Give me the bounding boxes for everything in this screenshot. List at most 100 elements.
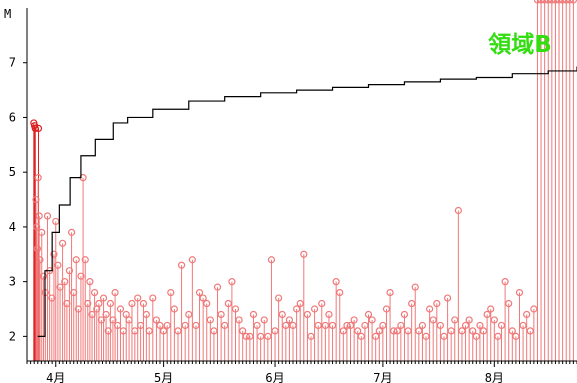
event-marker-166 bbox=[544, 0, 552, 4]
event-marker-116 bbox=[364, 310, 373, 319]
event-marker-99 bbox=[303, 310, 311, 319]
event-marker-38 bbox=[99, 294, 108, 302]
event-marker-102 bbox=[314, 321, 322, 330]
event-marker-114 bbox=[357, 332, 365, 340]
event-marker-56 bbox=[149, 294, 157, 302]
event-marker-77 bbox=[224, 299, 232, 308]
event-marker-168 bbox=[551, 0, 560, 4]
x-tick-label-1: 5月 bbox=[154, 371, 173, 383]
event-marker-23 bbox=[65, 267, 74, 275]
event-marker-138 bbox=[443, 294, 452, 302]
y-axis-ticks: 2 3 4 5 6 7 bbox=[9, 56, 27, 343]
cumulative-curve bbox=[37, 66, 577, 337]
event-marker-37 bbox=[97, 316, 106, 324]
event-marker-144 bbox=[465, 316, 473, 324]
event-marker-119 bbox=[375, 327, 383, 335]
x-axis-ticks: 4月 5月 6月 7月 8月 bbox=[26, 361, 577, 383]
event-marker-95 bbox=[289, 321, 297, 330]
event-marker-83 bbox=[246, 332, 254, 340]
event-marker-139 bbox=[447, 327, 455, 335]
event-marker-61 bbox=[167, 288, 175, 297]
y-tick-label-5: 7 bbox=[9, 56, 16, 70]
event-marker-146 bbox=[472, 332, 480, 340]
event-marker-70 bbox=[199, 294, 207, 302]
event-marker-40 bbox=[104, 327, 112, 335]
event-marker-76 bbox=[221, 321, 229, 330]
event-marker-21 bbox=[61, 278, 69, 286]
event-marker-105 bbox=[325, 310, 333, 319]
event-marker-78 bbox=[228, 278, 236, 286]
x-tick-label-4: 8月 bbox=[485, 371, 504, 383]
event-marker-132 bbox=[422, 332, 430, 340]
event-marker-81 bbox=[239, 327, 247, 335]
event-marker-27 bbox=[74, 305, 83, 313]
event-marker-140 bbox=[451, 316, 459, 324]
event-marker-67 bbox=[188, 256, 196, 264]
event-marker-86 bbox=[257, 332, 265, 340]
event-marker-45 bbox=[116, 305, 125, 313]
event-marker-2 bbox=[31, 124, 39, 133]
event-marker-79 bbox=[231, 305, 240, 313]
event-marker-25 bbox=[70, 288, 78, 297]
event-marker-113 bbox=[354, 327, 362, 335]
event-marker-92 bbox=[278, 310, 286, 319]
event-marker-72 bbox=[206, 316, 214, 324]
event-marker-157 bbox=[512, 332, 520, 340]
event-marker-82 bbox=[242, 332, 250, 340]
event-marker-75 bbox=[217, 310, 225, 319]
event-marker-57 bbox=[152, 316, 161, 324]
event-marker-160 bbox=[523, 310, 531, 319]
event-marker-42 bbox=[109, 316, 117, 324]
event-marker-149 bbox=[483, 310, 491, 319]
event-marker-5 bbox=[33, 223, 41, 231]
event-marker-10 bbox=[38, 228, 46, 236]
event-marker-31 bbox=[84, 299, 92, 308]
event-marker-41 bbox=[106, 299, 114, 308]
event-marker-161 bbox=[526, 327, 534, 335]
event-marker-48 bbox=[125, 316, 133, 324]
event-marker-85 bbox=[253, 321, 261, 330]
event-marker-169 bbox=[555, 0, 563, 4]
event-marker-90 bbox=[271, 327, 279, 335]
event-marker-53 bbox=[139, 299, 148, 308]
event-marker-54 bbox=[142, 310, 150, 319]
event-marker-165 bbox=[541, 0, 549, 4]
event-marker-135 bbox=[433, 299, 441, 308]
event-marker-11 bbox=[39, 272, 48, 280]
event-marker-6 bbox=[33, 245, 42, 253]
event-marker-36 bbox=[95, 299, 103, 308]
event-marker-94 bbox=[285, 316, 294, 324]
event-marker-103 bbox=[318, 299, 326, 308]
event-marker-26 bbox=[72, 256, 80, 264]
event-marker-58 bbox=[156, 321, 164, 330]
axes bbox=[26, 8, 577, 362]
event-marker-134 bbox=[429, 316, 437, 324]
event-marker-131 bbox=[418, 321, 427, 330]
event-marker-111 bbox=[346, 321, 355, 330]
event-marker-66 bbox=[185, 310, 193, 319]
event-marker-20 bbox=[58, 239, 67, 247]
event-marker-109 bbox=[339, 327, 347, 335]
event-marker-7 bbox=[34, 174, 42, 182]
event-marker-153 bbox=[497, 321, 506, 330]
event-marker-44 bbox=[113, 321, 122, 330]
event-marker-150 bbox=[487, 305, 495, 313]
event-marker-147 bbox=[476, 321, 484, 330]
event-marker-141 bbox=[454, 206, 462, 215]
event-marker-115 bbox=[361, 321, 369, 330]
event-marker-171 bbox=[562, 0, 570, 4]
event-marker-100 bbox=[307, 332, 315, 340]
event-marker-55 bbox=[145, 327, 153, 335]
event-marker-122 bbox=[386, 288, 394, 297]
event-marker-148 bbox=[479, 327, 488, 335]
event-marker-32 bbox=[86, 278, 94, 286]
event-marker-4 bbox=[32, 195, 40, 204]
event-marker-34 bbox=[90, 288, 99, 297]
y-tick-label-4: 6 bbox=[9, 110, 16, 124]
event-marker-123 bbox=[390, 327, 398, 335]
event-marker-13 bbox=[43, 212, 52, 220]
event-marker-173 bbox=[569, 0, 577, 4]
event-marker-118 bbox=[372, 332, 380, 340]
